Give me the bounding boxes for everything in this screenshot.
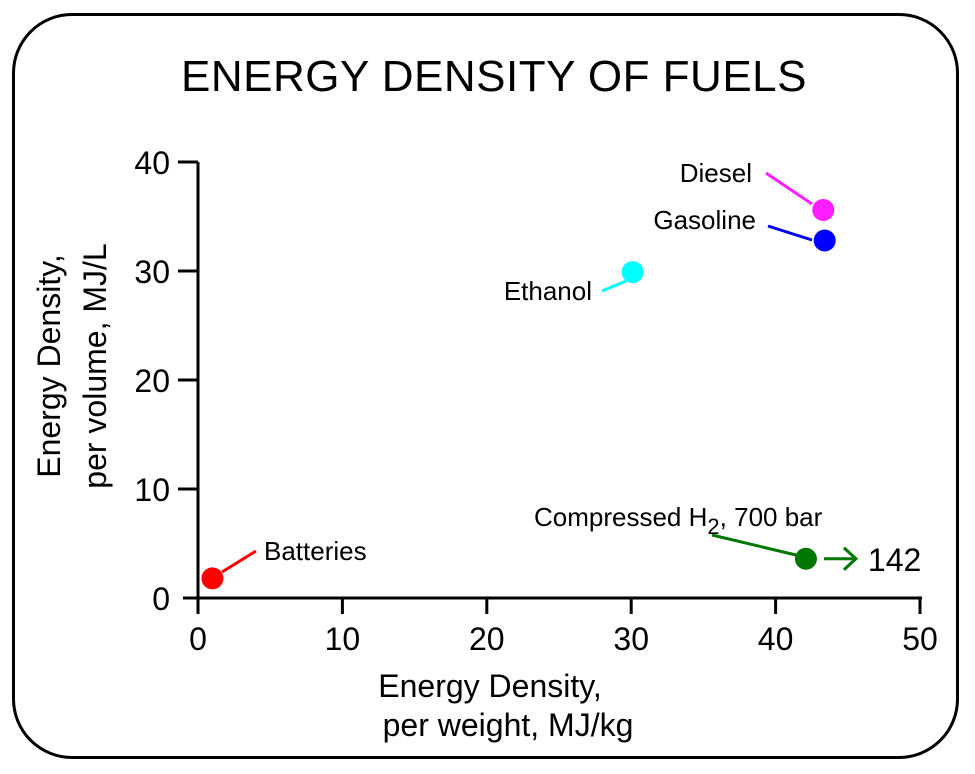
x-tick-label: 10	[325, 621, 361, 657]
point-label: Gasoline	[653, 205, 756, 235]
point-label: Diesel	[680, 158, 752, 188]
y-tick-label: 30	[134, 254, 170, 290]
data-point	[201, 567, 224, 590]
offscale-value-label: 142	[868, 542, 921, 578]
data-point	[794, 547, 817, 570]
y-tick-label: 40	[134, 145, 170, 181]
data-point	[813, 229, 836, 252]
offscale-arrow-head	[842, 546, 859, 571]
leader-line	[221, 549, 257, 574]
x-axis-label-line1: Energy Density,	[378, 668, 602, 704]
x-tick-label: 30	[613, 621, 649, 657]
point-label: Batteries	[264, 536, 367, 566]
annotations: Diesel Gasoline Ethanol Batteries Compressed…	[221, 158, 921, 578]
leader-line	[601, 279, 627, 293]
x-tick-label: 40	[758, 621, 794, 657]
data-point	[812, 198, 835, 221]
x-tick-label: 50	[902, 621, 938, 657]
y-axis-label-line2: per volume, MJ/L	[77, 243, 113, 488]
chart-title: ENERGY DENSITY OF FUELS	[180, 52, 808, 101]
data-points	[201, 198, 836, 590]
axis-labels: Energy Density, per weight, MJ/kg Energy…	[31, 243, 633, 743]
x-axis-label-line2: per weight, MJ/kg	[383, 707, 634, 743]
leader-line	[767, 224, 813, 242]
ticks: 0 10 20 30 40 50 0 10 20 30 40	[134, 145, 937, 657]
data-point	[621, 261, 644, 284]
point-label: Compressed H2, 700 bar	[534, 502, 823, 539]
x-tick-label: 20	[469, 621, 505, 657]
x-tick-label: 0	[189, 621, 207, 657]
leader-line	[765, 171, 813, 206]
y-tick-label: 20	[134, 363, 170, 399]
y-tick-label: 0	[152, 581, 170, 617]
point-label: Ethanol	[504, 276, 592, 306]
axes	[183, 162, 922, 614]
y-axis-label-line1: Energy Density,	[31, 254, 67, 478]
y-tick-label: 10	[134, 472, 170, 508]
chart-frame	[12, 13, 959, 759]
leader-line	[711, 533, 797, 557]
